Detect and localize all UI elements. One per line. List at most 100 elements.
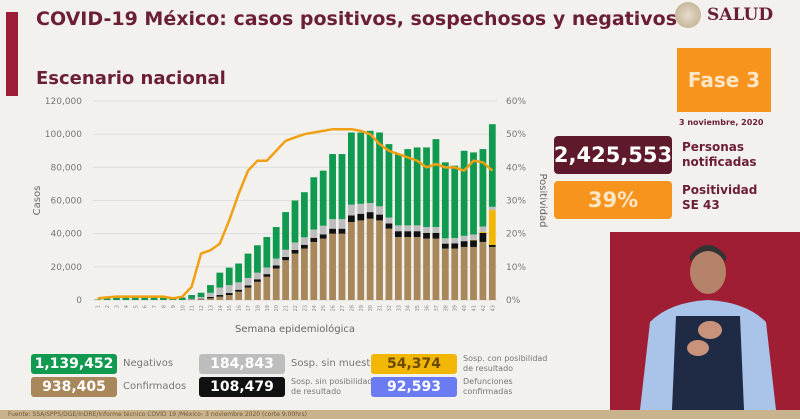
x-tick-label: 24 (312, 305, 318, 311)
y2-tick-label: 10% (506, 263, 526, 273)
positivity-label: Positividad SE 43 (682, 183, 758, 212)
salud-logo: SALUD (675, 2, 773, 28)
notified-count: 2,425,553 (554, 136, 672, 174)
x-tick-label: 15 (227, 305, 233, 311)
bar-segment (310, 241, 318, 300)
bar-segment (291, 242, 299, 250)
bar-segment (338, 154, 346, 220)
x-tick-label: 28 (349, 305, 355, 311)
bar-segment (479, 149, 487, 227)
bar-segment (451, 248, 459, 300)
bar-segment (272, 268, 280, 300)
x-tick-label: 34 (406, 305, 412, 311)
page-subtitle: Escenario nacional (36, 68, 226, 89)
bar-segment (385, 144, 393, 218)
bar-segment (291, 200, 299, 243)
bar-segment (329, 219, 336, 229)
x-tick-label: 41 (472, 305, 478, 311)
y2-tick-label: 30% (506, 197, 526, 207)
x-tick-label: 19 (265, 305, 271, 311)
y2-tick-label: 50% (506, 130, 526, 140)
y2-axis-label: Positividad (537, 174, 548, 228)
x-tick-label: 22 (293, 305, 299, 311)
bar-segment (216, 287, 224, 296)
bar-segment (197, 292, 205, 298)
x-tick-label: 3 (114, 305, 120, 308)
bar-segment (394, 231, 402, 237)
legend-value: 92,593 (371, 377, 457, 397)
x-tick-label: 25 (321, 305, 327, 311)
x-tick-label: 32 (387, 305, 393, 311)
bar-segment (488, 206, 496, 211)
x-tick-label: 31 (378, 305, 384, 311)
bar-segment (188, 298, 196, 300)
bar-segment (225, 293, 233, 296)
bar-segment (329, 154, 336, 220)
bar-segment (479, 226, 487, 232)
bar-segment (225, 285, 233, 294)
bar-segment (235, 291, 243, 300)
bar-segment (319, 234, 327, 239)
bar-segment (338, 219, 346, 229)
bar-segment (131, 296, 139, 300)
bar-segment (413, 231, 421, 237)
legend-label: Confirmados (123, 381, 187, 392)
y-tick-label: 0 (76, 296, 82, 306)
bar-segment (366, 218, 374, 300)
bar-segment (385, 217, 393, 224)
bar-segment (207, 298, 214, 300)
x-tick-label: 33 (396, 305, 402, 311)
bar-segment (263, 276, 271, 300)
bar-segment (441, 248, 449, 300)
x-tick-label: 20 (274, 305, 280, 311)
y2-tick-label: 40% (506, 163, 526, 173)
bar-segment (376, 206, 383, 215)
bar-segment (272, 227, 280, 259)
bar-segment (404, 149, 412, 226)
bar-segment (423, 232, 430, 239)
bar-segment (479, 241, 487, 300)
bar-segment (470, 246, 477, 300)
bar-segment (479, 231, 487, 233)
x-tick-label: 2 (105, 305, 111, 308)
bar-segment (291, 253, 299, 300)
source-footer: Fuente: SSA/SPPS/DGE/InDRE/Informe técni… (0, 410, 800, 419)
bar-segment (347, 132, 355, 205)
bar-segment (310, 237, 318, 242)
bar-segment (225, 267, 233, 286)
x-tick-label: 8 (161, 305, 167, 308)
y2-tick-label: 60% (506, 97, 526, 107)
logo-text: SALUD (707, 5, 774, 25)
bar-segment (460, 150, 468, 236)
legend-value: 54,374 (371, 354, 457, 374)
bar-segment (188, 295, 196, 299)
legend-label: Sosp. sin posibilidad de resultado (291, 377, 373, 396)
y-tick-label: 20,000 (51, 263, 83, 273)
bar-segment (413, 225, 421, 232)
bar-segment (347, 204, 355, 216)
bar-segment (441, 243, 449, 249)
bar-segment (178, 297, 186, 300)
bar-segment (376, 214, 383, 221)
x-tick-label: 17 (246, 305, 252, 311)
bar-segment (216, 296, 224, 300)
report-date: 3 noviembre, 2020 (679, 118, 764, 127)
bar-segment (423, 238, 430, 300)
bar-segment (310, 177, 318, 230)
cases-chart: 0 0% 20,000 10% 40,000 20% 60,000 30% 80,000 40% 1… (32, 97, 548, 335)
y-tick-label: 60,000 (51, 197, 83, 207)
x-tick-label: 9 (171, 305, 177, 308)
x-tick-label: 11 (190, 305, 196, 311)
bar-segment (432, 238, 440, 300)
positivity-line (97, 127, 494, 300)
bar-segment (244, 253, 252, 278)
legend-value: 938,405 (31, 377, 117, 397)
bar-segment (197, 299, 205, 300)
x-tick-label: 5 (133, 305, 139, 308)
bar-segment (451, 165, 459, 238)
bar-segment (338, 228, 346, 234)
x-tick-label: 21 (284, 305, 290, 311)
bar-segment (235, 282, 243, 290)
y-tick-label: 120,000 (45, 97, 82, 107)
bar-segment (301, 192, 308, 238)
